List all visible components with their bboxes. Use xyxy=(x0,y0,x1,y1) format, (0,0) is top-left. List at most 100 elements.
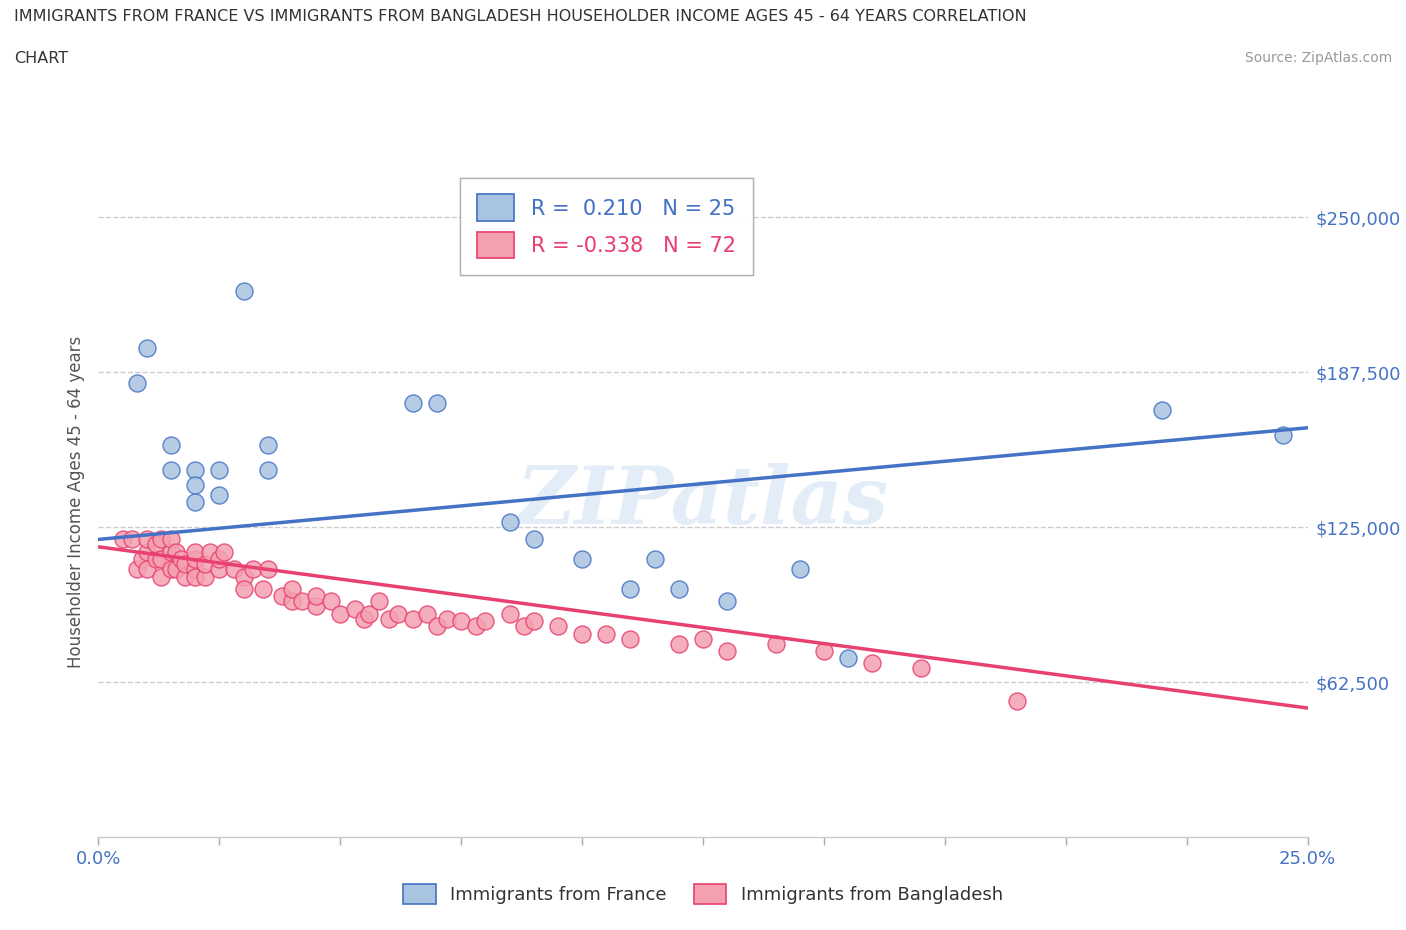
Point xyxy=(281,581,304,596)
Point xyxy=(174,569,197,584)
Point xyxy=(150,569,173,584)
Point xyxy=(145,551,167,566)
Point xyxy=(232,581,254,596)
Point xyxy=(305,589,328,604)
Point xyxy=(498,606,520,621)
Point xyxy=(1152,403,1174,418)
Text: CHART: CHART xyxy=(14,51,67,66)
Point xyxy=(436,611,458,626)
Point xyxy=(127,376,149,391)
Point xyxy=(716,644,738,658)
Point xyxy=(131,551,153,566)
Point xyxy=(160,532,183,547)
Point xyxy=(765,636,787,651)
Point xyxy=(194,569,217,584)
Point xyxy=(1272,428,1295,443)
Point xyxy=(135,341,157,356)
Point xyxy=(160,438,183,453)
Point xyxy=(281,594,304,609)
Point xyxy=(150,532,173,547)
Point xyxy=(150,551,173,566)
Point xyxy=(184,562,207,577)
Point xyxy=(464,618,486,633)
Point xyxy=(474,614,496,629)
Point xyxy=(160,544,183,559)
Point xyxy=(571,626,593,641)
Legend: Immigrants from France, Immigrants from Bangladesh: Immigrants from France, Immigrants from … xyxy=(396,876,1010,911)
Point xyxy=(319,594,342,609)
Point xyxy=(860,656,883,671)
Point xyxy=(121,532,143,547)
Point xyxy=(450,614,472,629)
Point xyxy=(194,557,217,572)
Point xyxy=(174,557,197,572)
Point xyxy=(212,544,235,559)
Point xyxy=(547,618,569,633)
Point xyxy=(513,618,536,633)
Point xyxy=(252,581,274,596)
Text: IMMIGRANTS FROM FRANCE VS IMMIGRANTS FROM BANGLADESH HOUSEHOLDER INCOME AGES 45 : IMMIGRANTS FROM FRANCE VS IMMIGRANTS FRO… xyxy=(14,9,1026,24)
Point xyxy=(256,462,278,477)
Point xyxy=(232,569,254,584)
Point xyxy=(135,562,157,577)
Point xyxy=(402,395,425,410)
Point xyxy=(716,594,738,609)
Text: Source: ZipAtlas.com: Source: ZipAtlas.com xyxy=(1244,51,1392,65)
Point xyxy=(377,611,399,626)
Point xyxy=(184,569,207,584)
Point xyxy=(256,438,278,453)
Point xyxy=(813,644,835,658)
Point xyxy=(184,544,207,559)
Point xyxy=(353,611,375,626)
Point xyxy=(692,631,714,646)
Point xyxy=(208,462,231,477)
Point xyxy=(160,462,183,477)
Point xyxy=(169,551,191,566)
Point xyxy=(208,487,231,502)
Point xyxy=(127,562,149,577)
Point xyxy=(595,626,617,641)
Point xyxy=(619,581,641,596)
Point xyxy=(242,562,264,577)
Point xyxy=(402,611,425,626)
Legend: R =  0.210   N = 25, R = -0.338   N = 72: R = 0.210 N = 25, R = -0.338 N = 72 xyxy=(460,178,752,275)
Point xyxy=(208,562,231,577)
Point xyxy=(165,562,187,577)
Point xyxy=(416,606,439,621)
Point xyxy=(668,581,690,596)
Point xyxy=(1007,693,1029,708)
Point xyxy=(184,462,207,477)
Point xyxy=(359,606,381,621)
Point xyxy=(571,551,593,566)
Point xyxy=(232,284,254,299)
Point xyxy=(644,551,666,566)
Point xyxy=(498,514,520,529)
Point xyxy=(198,544,221,559)
Point xyxy=(305,599,328,614)
Point xyxy=(184,495,207,510)
Point xyxy=(619,631,641,646)
Point xyxy=(184,551,207,566)
Point xyxy=(910,661,932,676)
Point xyxy=(523,614,546,629)
Point xyxy=(387,606,409,621)
Point xyxy=(668,636,690,651)
Point xyxy=(135,544,157,559)
Point xyxy=(271,589,294,604)
Point xyxy=(343,602,366,617)
Point xyxy=(426,618,449,633)
Point xyxy=(523,532,546,547)
Text: ZIPatlas: ZIPatlas xyxy=(517,463,889,541)
Y-axis label: Householder Income Ages 45 - 64 years: Householder Income Ages 45 - 64 years xyxy=(67,336,86,669)
Point xyxy=(329,606,352,621)
Point xyxy=(135,532,157,547)
Point xyxy=(165,544,187,559)
Point xyxy=(256,562,278,577)
Point xyxy=(290,594,312,609)
Point xyxy=(160,562,183,577)
Point xyxy=(111,532,134,547)
Point xyxy=(145,537,167,551)
Point xyxy=(222,562,245,577)
Point xyxy=(426,395,449,410)
Point xyxy=(208,551,231,566)
